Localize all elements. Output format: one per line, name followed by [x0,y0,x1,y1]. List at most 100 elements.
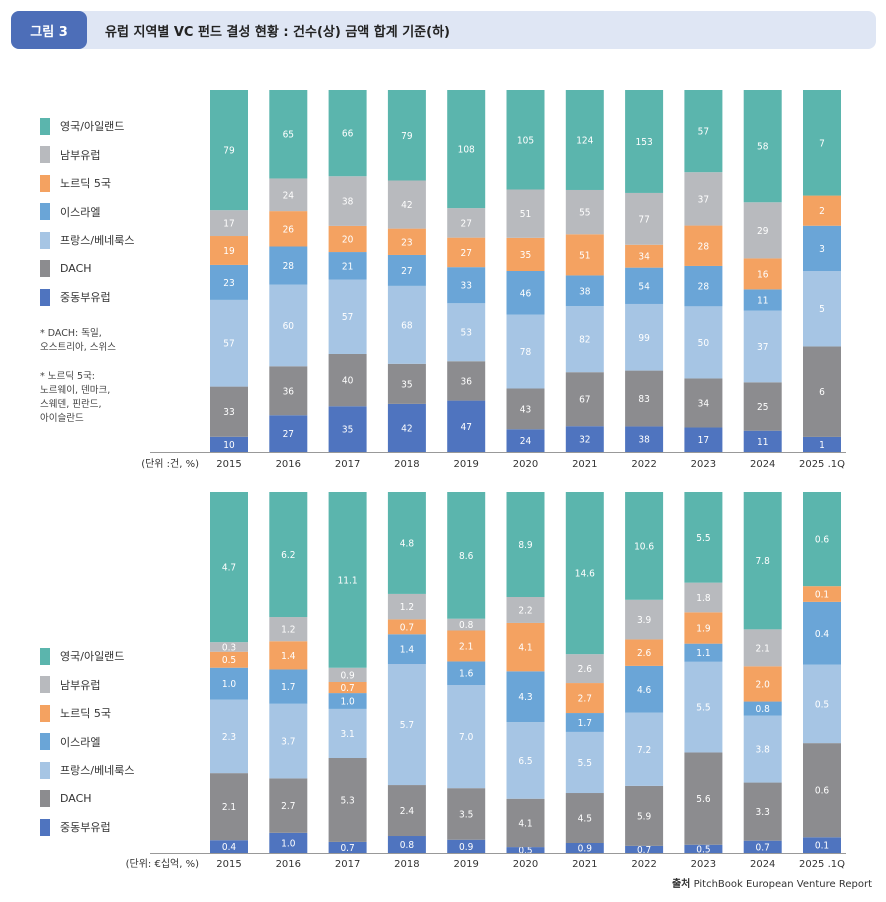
data-label: 7.0 [459,732,474,743]
bar-segment [743,666,782,702]
bar-segment [625,370,664,427]
data-label: 1.9 [696,623,711,634]
bar-segment [506,492,545,597]
data-label: 2.6 [578,664,593,675]
data-label: 3.3 [756,807,770,818]
bar-segment [210,651,248,668]
bar-segment [803,346,841,437]
data-label: 1.2 [400,602,414,613]
legend-item: DACH [40,790,92,808]
data-label: 0.6 [815,535,830,546]
x-tick-label: 2019 [453,859,478,870]
bar-segment [447,685,486,789]
data-label: 29 [757,226,769,237]
data-label: 35 [342,425,353,436]
figure-header: 그림 3 유럽 지역별 VC 펀드 결성 현황 : 건수(상) 금액 합계 기준… [11,11,876,49]
legend-swatch [40,704,50,722]
bar-segment [210,90,248,211]
data-label: 19 [223,246,235,257]
data-label: 1 [819,440,825,451]
data-label: 4.1 [518,643,532,654]
data-label: 54 [638,281,650,292]
legend-label: 프랑스/베네룩스 [60,764,135,777]
data-label: 0.4 [815,629,830,640]
data-label: 0.7 [340,843,354,854]
bar-segment [743,258,782,290]
bar-segment [447,237,486,268]
bar-segment [625,90,664,193]
x-tick-label: 2015 [216,459,241,470]
x-tick-label: 2022 [631,459,656,470]
legend-item: 노르딕 5국 [40,174,111,192]
bar-segment [565,843,604,853]
bar-segment [803,743,841,838]
bar-segment [565,90,604,190]
bar-segment [269,617,308,642]
x-tick-label: 2021 [572,859,597,870]
data-label: 1.0 [281,838,296,849]
footnote-text: 노르딕 5국: 노르웨이, 덴마크, 스웨덴, 핀란드, 아이슬란드 [40,371,111,424]
data-label: 36 [283,386,295,397]
bar-segment [210,210,248,237]
data-label: 8.6 [459,551,474,562]
bar-segment [506,90,545,190]
bar-segment [743,430,782,452]
bar-segment [269,415,308,452]
data-label: 2.3 [222,732,236,743]
x-tick-label: 2017 [335,859,360,870]
data-label: 60 [283,321,295,332]
legend-label: DACH [60,792,92,805]
data-label: 8.9 [518,540,533,551]
bar-segment [565,426,604,452]
x-tick-label: 2021 [572,459,597,470]
data-label: 42 [401,200,412,211]
bar-segment [803,271,841,347]
bar-segment [743,492,782,630]
bar-segment [625,845,664,853]
data-label: 65 [283,130,294,141]
data-label: 27 [401,266,412,277]
data-label: 68 [401,320,413,331]
data-label: 5.5 [696,703,710,714]
source-credit: 출처 PitchBook European Venture Report [672,875,872,890]
data-label: 1.0 [340,697,355,708]
data-label: 79 [401,131,413,142]
bar-segment [210,236,248,265]
bar-segment [506,388,545,430]
x-tick-label: 2025 .1Q [799,459,845,470]
bar-segment [269,246,308,285]
legend-label: 영국/아일랜드 [60,120,125,133]
source-label: 출처 [671,879,691,890]
chart-count: 1033572319177920152736602826246520163540… [141,90,846,470]
bar-segment [803,837,841,853]
data-label: 0.9 [459,842,474,853]
x-tick-label: 2020 [513,859,538,870]
footnote-bullet: * [40,328,48,339]
bar-segment [447,400,486,452]
data-label: 4.3 [518,692,532,703]
data-label: 25 [757,402,768,413]
legend-label: 영국/아일랜드 [60,650,125,663]
legend-swatch [40,174,50,192]
legend-swatch [40,146,50,163]
bar-segment [447,839,486,853]
x-tick-label: 2022 [631,859,656,870]
data-label: 57 [342,312,353,323]
bar-segment [803,586,841,602]
data-label: 6.2 [281,550,295,561]
x-tick-label: 2018 [394,859,419,870]
data-label: 3.8 [756,745,771,756]
bar-segment [625,639,664,666]
bar-segment [565,234,604,276]
data-label: 17 [698,435,709,446]
bar-segment [743,840,782,853]
data-label: 42 [401,423,412,434]
data-label: 2.2 [518,605,532,616]
legend-item: 프랑스/베네룩스 [40,761,135,779]
chart-amount: 0.4 2.1 2.3 1.0 0.5 0.3 4.7 2015 1.0 2.7 3.7 1.7 1.4… [126,492,846,870]
bar-segment [328,225,367,253]
data-label: 26 [283,224,295,235]
data-label: 11 [757,437,768,448]
x-tick-label: 2020 [513,459,538,470]
x-tick-label: 2016 [276,859,301,870]
